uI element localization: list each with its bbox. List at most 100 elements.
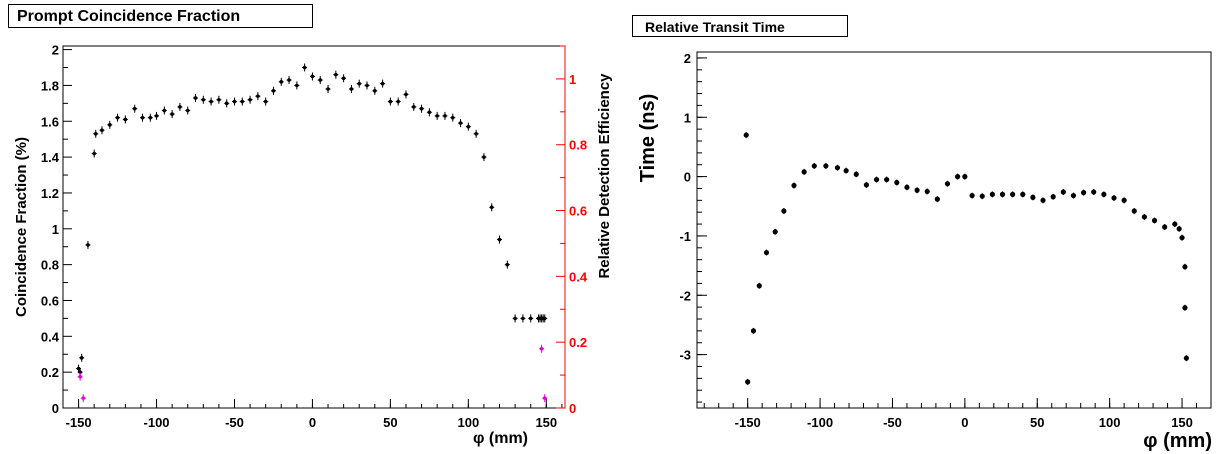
- left-series-0-point: [263, 97, 269, 106]
- right-y-tick-label-1: -2: [679, 288, 691, 303]
- left-y-tick-label-9: 1.8: [41, 78, 59, 93]
- left-series-0-point: [442, 111, 448, 120]
- left-series-0-point: [91, 149, 97, 158]
- right-series-0-point: [763, 249, 770, 256]
- left-series-0-point: [115, 113, 121, 122]
- right-y-axis: -3 -2 -1 0 1 2: [679, 51, 707, 403]
- right-x-tick-label-5: 100: [1099, 415, 1121, 430]
- left-series-0-point: [364, 81, 370, 90]
- left-series-0-point: [411, 102, 417, 111]
- right-series-0-point: [1151, 217, 1158, 224]
- right-series-0-point: [914, 187, 920, 194]
- right-series-0-point: [904, 184, 910, 191]
- left-series-0-point: [107, 120, 113, 129]
- left-series-0-point: [147, 113, 153, 122]
- left-y-tick-label-5: 1: [52, 222, 59, 237]
- left-series-0-point: [458, 119, 464, 128]
- left-x-tick-label-5: 100: [457, 415, 479, 430]
- right-series-0-point: [756, 282, 762, 289]
- left-series-0-point: [302, 63, 308, 72]
- left-plot-frame: [62, 45, 566, 409]
- right-plot-frame: [696, 51, 1212, 409]
- left-series-0-point: [278, 77, 284, 86]
- left-x-tick-label-3: 0: [309, 415, 316, 430]
- right-series-0-point: [944, 180, 951, 187]
- right-series-0-point: [863, 181, 870, 188]
- right-x-tick-label-0: -150: [735, 415, 761, 430]
- right-series-0-point: [924, 188, 930, 195]
- left-x-axis-title: φ (mm): [473, 430, 528, 447]
- right-series-0-point: [934, 196, 940, 203]
- coincidence-fraction-chart: -150 -100 -50 0 50 100 150 0 0.2 0.4 0.6 0.8 1 1.2 1.…: [13, 43, 613, 447]
- right-series-0-point: [1020, 191, 1026, 198]
- right-series-0-point: [955, 173, 961, 180]
- right-x-tick-label-6: 150: [1171, 415, 1193, 430]
- right-y-tick-label-0: -3: [679, 348, 691, 363]
- right-x-tick-label-4: 50: [1030, 415, 1044, 430]
- right-series-0-point: [1131, 208, 1137, 215]
- left-series-0-point: [93, 129, 99, 138]
- left-y-tick-label-3: 0.6: [41, 293, 59, 308]
- right-x-tick-label-3: 0: [961, 415, 968, 430]
- left-series-0-point: [247, 95, 253, 104]
- right-series-0-point: [772, 228, 778, 235]
- right-series-0-point: [1172, 221, 1178, 228]
- left-y-tick-label-0: 0: [52, 401, 59, 416]
- right-series-0-point: [811, 162, 817, 169]
- right-y-tick-label-3: 0: [684, 170, 691, 185]
- right-series-0-point: [1030, 194, 1036, 201]
- left-series-0-point: [239, 97, 245, 106]
- left-y2-tick-label-5: 1: [569, 72, 576, 87]
- right-y-tick-label-5: 2: [684, 51, 691, 66]
- right-series-0-point: [781, 208, 787, 215]
- left-y2-tick-label-4: 0.8: [569, 138, 587, 153]
- right-series-0-point: [962, 173, 968, 180]
- left-series-0-point: [473, 129, 479, 138]
- left-y-tick-label-2: 0.4: [41, 329, 60, 344]
- left-series-0-point: [489, 203, 495, 212]
- left-series-1-point: [80, 394, 86, 403]
- left-y-tick-label-8: 1.6: [41, 114, 59, 129]
- left-x-tick-label-6: 150: [535, 415, 557, 430]
- right-series-0-point: [894, 179, 900, 186]
- right-series-0-point: [1111, 194, 1117, 201]
- left-series-0-point: [122, 115, 128, 124]
- right-x-tick-label-1: -100: [807, 415, 833, 430]
- left-series-0-point: [341, 74, 347, 83]
- left-series-0-point: [380, 79, 386, 88]
- left-data-points: [76, 63, 548, 403]
- left-series-0-point: [395, 97, 401, 106]
- right-y-tick-label-4: 1: [684, 110, 691, 125]
- right-series-0-point: [1010, 191, 1016, 198]
- right-series-0-point: [750, 327, 757, 334]
- left-series-0-point: [426, 108, 432, 117]
- left-series-0-point: [216, 95, 222, 104]
- right-series-0-point: [873, 176, 880, 183]
- right-series-0-point: [969, 192, 975, 199]
- left-series-0-point: [512, 314, 518, 323]
- left-y-tick-label-1: 0.2: [41, 365, 59, 380]
- right-series-0-point: [853, 171, 859, 178]
- left-series-0-point: [140, 113, 146, 122]
- left-x-tick-label-0: -150: [66, 415, 92, 430]
- left-series-0-point: [348, 85, 354, 94]
- left-series-0-point: [154, 111, 160, 120]
- left-series-0-point: [520, 314, 526, 323]
- right-y-tick-label-2: -1: [679, 229, 691, 244]
- left-y2-tick-label-2: 0.4: [569, 269, 588, 284]
- right-series-0-point: [1182, 304, 1188, 311]
- left-series-0-point: [99, 126, 105, 135]
- left-series-0-point: [294, 81, 300, 90]
- left-series-0-point: [161, 106, 167, 115]
- left-series-0-point: [356, 79, 362, 88]
- left-y2-tick-label-1: 0.2: [569, 335, 587, 350]
- left-series-0-point: [200, 95, 206, 104]
- left-series-0-point: [465, 122, 471, 131]
- right-x-axis: -150 -100 -50 0 50 100 150: [703, 398, 1212, 430]
- left-series-1-point: [539, 344, 545, 353]
- right-data-points: [743, 132, 1189, 385]
- left-series-0-point: [325, 85, 331, 94]
- right-series-0-point: [989, 191, 995, 198]
- left-series-1-point: [542, 394, 548, 403]
